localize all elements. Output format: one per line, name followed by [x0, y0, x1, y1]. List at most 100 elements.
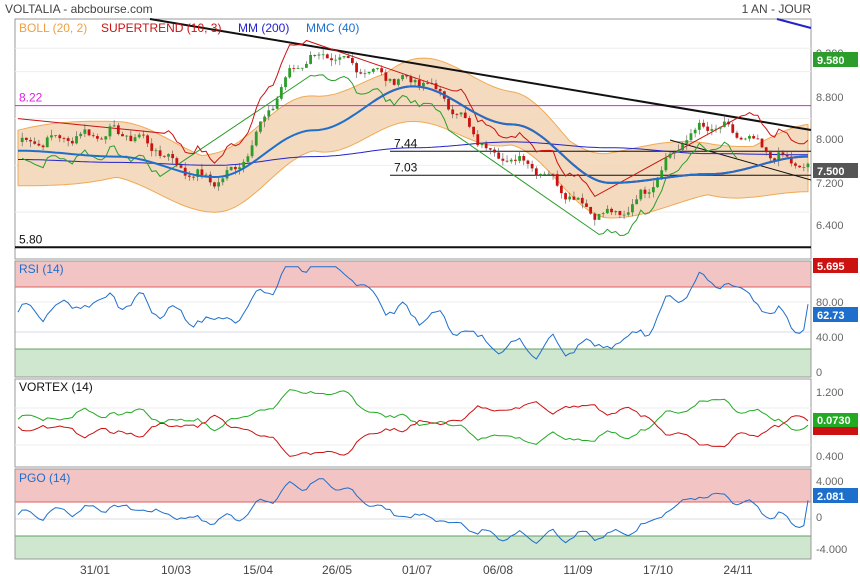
level-label-580: 5.80 — [19, 232, 43, 246]
candle — [350, 54, 354, 66]
candle — [146, 134, 149, 148]
price-badge-high: 9.580 — [813, 52, 858, 67]
candle — [20, 132, 24, 147]
candle — [764, 146, 768, 156]
candle — [313, 54, 317, 58]
candle — [564, 191, 567, 204]
candle — [141, 130, 145, 139]
candle — [250, 140, 254, 159]
candle — [488, 148, 492, 155]
candle — [760, 138, 764, 149]
candle — [438, 86, 442, 97]
candle — [296, 65, 300, 70]
price-tick: 6.400 — [816, 220, 844, 232]
candle — [62, 136, 66, 143]
candle — [614, 210, 618, 216]
candle — [626, 206, 630, 217]
vortex-minus-line — [17, 401, 809, 457]
candle — [388, 78, 392, 83]
candle — [208, 171, 212, 186]
candle — [643, 186, 647, 199]
candle — [179, 163, 183, 169]
candle — [100, 136, 103, 140]
candle — [259, 121, 262, 134]
candle — [455, 113, 459, 119]
candle — [685, 135, 689, 150]
candle — [158, 145, 162, 159]
candle — [217, 177, 221, 191]
candle — [451, 104, 455, 119]
candle — [572, 191, 576, 201]
candle — [426, 80, 430, 85]
candle — [371, 68, 375, 74]
candle — [37, 139, 41, 147]
candle — [689, 128, 693, 142]
candle — [133, 134, 137, 143]
candle — [777, 147, 781, 167]
candle — [468, 115, 471, 129]
candle — [534, 166, 538, 179]
legend-mm200: MM (200) — [238, 21, 289, 35]
rsi-line — [17, 266, 809, 360]
candle — [710, 124, 714, 136]
candle — [505, 155, 509, 163]
candle — [125, 134, 129, 141]
level-label-703: 7.03 — [394, 160, 418, 174]
short-trend-line — [669, 139, 812, 181]
candle — [789, 151, 793, 167]
candle — [33, 137, 37, 145]
supertrend-down-line — [17, 39, 809, 198]
legend-boll: BOLL (20, 2) — [19, 21, 87, 35]
candle — [756, 134, 760, 140]
pgo-title: PGO (14) — [19, 471, 70, 485]
candle — [677, 144, 680, 153]
candle — [317, 51, 321, 60]
candle — [75, 131, 78, 145]
pgo-tick: 4.000 — [816, 476, 844, 488]
candle — [522, 153, 526, 166]
pgo-line — [17, 478, 809, 545]
candle — [610, 207, 613, 216]
candle — [54, 135, 58, 138]
candle — [380, 65, 384, 76]
candle — [162, 155, 166, 158]
candle — [213, 181, 216, 189]
candle — [798, 165, 802, 168]
x-tick: 10/03 — [161, 563, 191, 577]
candle — [229, 166, 233, 171]
candle — [794, 162, 797, 169]
x-tick: 24/11 — [723, 563, 752, 577]
candle — [647, 188, 651, 199]
x-tick: 11/09 — [563, 563, 592, 577]
candle — [96, 133, 99, 142]
candle — [242, 159, 246, 173]
candle — [50, 129, 53, 141]
candle — [509, 158, 513, 164]
legend-mmc40: MMC (40) — [306, 21, 359, 35]
pgo-tick: 0 — [816, 512, 822, 524]
candle — [108, 123, 112, 140]
candle — [497, 148, 501, 160]
candle — [187, 170, 191, 181]
candle — [576, 197, 580, 200]
candle — [254, 130, 258, 147]
candle — [668, 151, 672, 160]
rsi-tick: 0 — [816, 367, 822, 379]
rsi-title: RSI (14) — [19, 262, 64, 276]
candle — [87, 128, 91, 137]
candle — [752, 134, 756, 140]
price-y-axis: 9.200 8.800 8.000 7.200 6.400 — [816, 48, 844, 232]
candle — [288, 64, 292, 79]
candle — [121, 131, 124, 137]
chart-title: VOLTALIA - abcbourse.com — [5, 2, 153, 16]
price-tick: 7.200 — [816, 178, 844, 190]
candle — [129, 130, 133, 142]
pgo-badge-label: 2.081 — [817, 491, 845, 503]
candle — [447, 96, 450, 111]
mm200-edge-line — [776, 18, 812, 29]
x-tick: 26/05 — [322, 563, 352, 577]
candle — [325, 53, 329, 59]
candle — [29, 137, 32, 148]
candle — [706, 121, 710, 136]
candle — [396, 78, 400, 87]
